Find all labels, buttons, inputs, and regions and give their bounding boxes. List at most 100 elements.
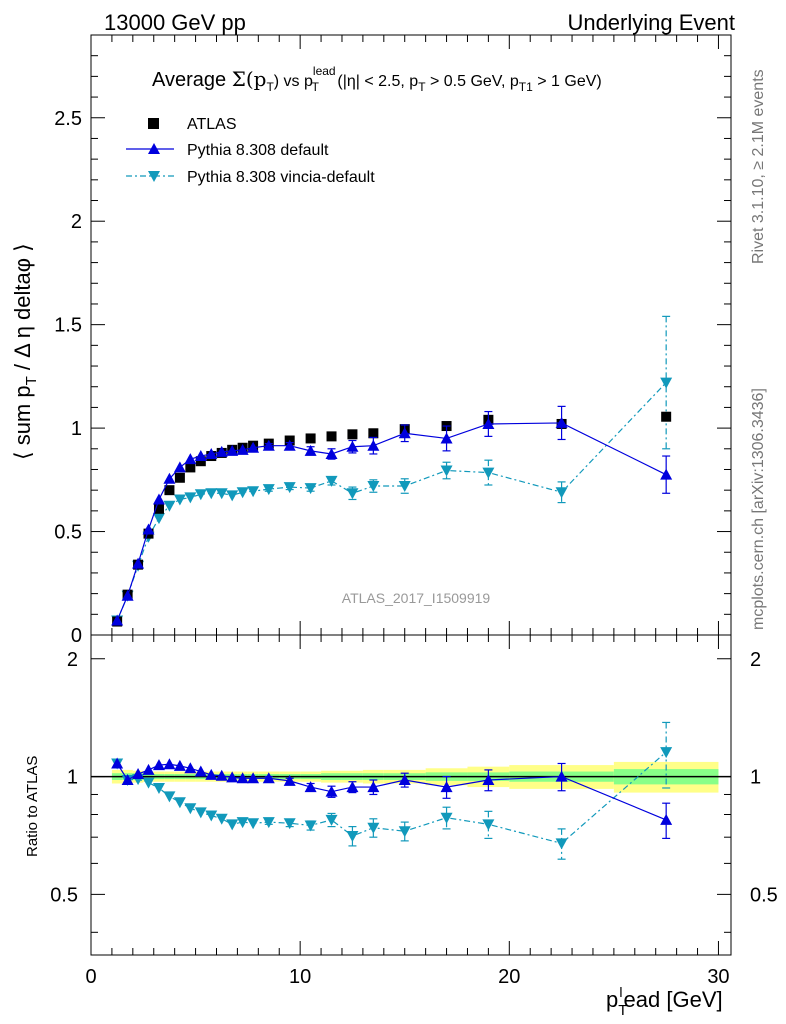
y-tick-label-ratio-left-2: 2 — [67, 649, 78, 671]
legend: ATLAS Pythia 8.308 default Pythia 8.308 … — [126, 116, 375, 186]
default-point-12 — [236, 443, 249, 455]
ratio-default-point-6 — [173, 759, 186, 771]
ratio-vincia-point-16 — [304, 820, 317, 832]
ratio-vincia-point-6 — [173, 797, 186, 809]
default-point-4 — [152, 493, 165, 505]
y-axis-label-main: ⟨ sum pT / Δ η deltaφ ⟩ — [10, 243, 40, 460]
atlas-point-8 — [195, 456, 206, 467]
y-tick-label-main-zero: 0 — [71, 625, 82, 647]
vincia-point-10 — [215, 488, 228, 500]
ratio-vincia-point-24 — [660, 747, 673, 759]
rivet-label: Rivet 3.1.10, ≥ 2.1M events — [750, 69, 767, 264]
vincia-point-18 — [346, 488, 359, 500]
vincia-point-4 — [152, 513, 165, 525]
atlas-point-4 — [153, 503, 164, 514]
ratio-default-point-13 — [247, 772, 260, 784]
default-point-6 — [173, 461, 186, 473]
ratio-default-point-12 — [236, 772, 249, 784]
vincia-point-7 — [184, 492, 197, 504]
vincia-point-21 — [440, 465, 453, 477]
vincia-point-8 — [194, 489, 207, 501]
y-tick-label-ratio-right-2: 2 — [750, 649, 761, 671]
default-point-16 — [304, 444, 317, 456]
vincia-line — [116, 382, 667, 621]
ratio-vincia-point-15 — [283, 818, 296, 830]
default-point-22 — [482, 417, 495, 429]
ratio-vincia-point-21 — [440, 812, 453, 824]
ratio-default-point-11 — [226, 771, 239, 783]
ratio-vincia-point-3 — [142, 777, 155, 789]
ratio-vincia-point-14 — [262, 817, 275, 829]
x-tick-label-2: 20 — [498, 966, 520, 988]
vincia-point-17 — [325, 475, 338, 487]
ratio-vincia-point-7 — [184, 803, 197, 815]
default-point-8 — [194, 450, 207, 462]
default-point-21 — [440, 432, 453, 444]
ratio-default-point-20 — [398, 773, 411, 785]
ratio-vincia-point-12 — [236, 817, 249, 829]
ratio-vincia-point-11 — [226, 819, 239, 831]
legend-atlas-marker — [148, 118, 159, 129]
ratio-vincia-point-9 — [205, 810, 218, 822]
ratio-plot-frame — [90, 634, 732, 956]
vincia-point-23 — [555, 487, 568, 499]
default-point-9 — [205, 447, 218, 459]
ratio-default-point-0 — [111, 757, 124, 769]
x-tick-label-0: 0 — [85, 966, 96, 988]
ratio-default-point-8 — [194, 765, 207, 777]
default-point-19 — [367, 439, 380, 451]
vincia-point-6 — [173, 494, 186, 506]
default-point-20 — [398, 427, 411, 439]
ratio-vincia-point-22 — [482, 819, 495, 831]
y-tick-label-main-0: 0.5 — [54, 522, 82, 544]
default-point-15 — [283, 439, 296, 451]
header-right: Underlying Event — [567, 10, 735, 35]
x-tick-label-3: 30 — [707, 966, 729, 988]
x-tick-label-1: 10 — [289, 966, 311, 988]
default-point-7 — [184, 453, 197, 465]
ratio-default-point-22 — [482, 773, 495, 785]
ratio-uncertainty-band — [91, 761, 731, 793]
atlas-point-5 — [164, 485, 175, 496]
y-tick-label-main-4: 2.5 — [54, 108, 82, 130]
ratio-default-point-23 — [555, 770, 568, 782]
vincia-point-19 — [367, 481, 380, 493]
ratio-default-point-1 — [121, 773, 134, 785]
vincia-point-15 — [283, 482, 296, 494]
default-point-2 — [132, 557, 145, 569]
ratio-default-point-4 — [152, 759, 165, 771]
vincia-point-11 — [226, 490, 239, 502]
ratio-default-point-16 — [304, 781, 317, 793]
analysis-watermark: ATLAS_2017_I1509919 — [342, 590, 491, 606]
atlas-point-24 — [661, 411, 672, 422]
ratio-default-point-10 — [215, 769, 228, 781]
default-point-13 — [247, 441, 260, 453]
ratio-default-point-17 — [325, 785, 338, 797]
axis-ticks: 0 10 20 30 0.5 1 1.5 2 2.5 0 0.5 0.5 1 1 2 2 — [50, 35, 778, 988]
legend-vincia-label: Pythia 8.308 vincia-default — [187, 169, 375, 186]
x-axis-label: pTlead [GeV] — [606, 984, 723, 1019]
vincia-point-22 — [482, 467, 495, 479]
main-plot-series — [111, 315, 673, 627]
default-point-24 — [660, 468, 673, 480]
y-tick-label-main-2: 1.5 — [54, 315, 82, 337]
default-point-0 — [111, 614, 124, 626]
legend-vincia-marker — [148, 171, 160, 182]
ratio-default-point-2 — [132, 768, 145, 780]
vincia-point-14 — [262, 484, 275, 496]
ratio-default-point-5 — [163, 758, 176, 770]
ratio-default-point-7 — [184, 762, 197, 774]
ratio-vincia-point-13 — [247, 818, 260, 830]
legend-default-marker — [148, 143, 160, 154]
default-point-5 — [163, 472, 176, 484]
legend-default-label: Pythia 8.308 default — [187, 142, 329, 159]
ratio-default-point-3 — [142, 763, 155, 775]
default-point-3 — [142, 523, 155, 535]
y-tick-label-ratio-left-1: 1 — [67, 767, 78, 789]
ratio-plot-series — [111, 721, 673, 860]
ratio-default-point-18 — [346, 781, 359, 793]
legend-atlas-label: ATLAS — [187, 116, 237, 133]
ratio-vincia-point-20 — [398, 826, 411, 838]
ratio-default-point-15 — [283, 774, 296, 786]
